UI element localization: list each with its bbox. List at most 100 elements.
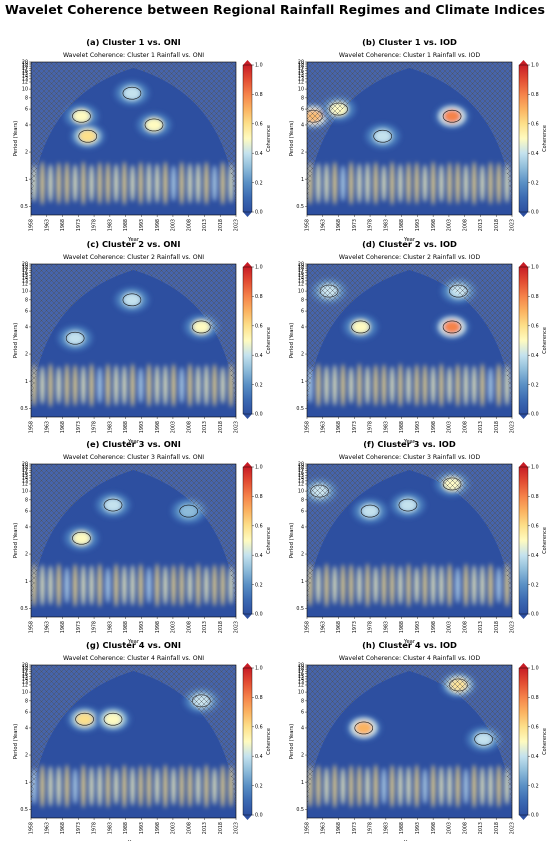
y-tick-label: 6 [301,710,304,716]
x-tick-label: 1998 [431,421,437,433]
coherence-streak [373,364,378,407]
y-tick-label: 16 [298,470,304,476]
coherence-streak [163,364,168,406]
coherence-streak [105,363,111,407]
x-tick-label: 1993 [415,219,421,231]
x-tick-label: 1973 [352,822,358,834]
x-tick-label: 1988 [123,421,129,433]
colorbar-extend-min [519,614,528,619]
coherence-streak [398,163,403,203]
colorbar-tick-label: 0.6 [255,122,263,128]
coherence-streak [179,765,184,808]
coherence-streak [40,161,45,206]
y-tick-label: 6 [301,107,304,113]
coherence-streak [81,764,86,809]
x-tick-label: 1968 [336,822,342,834]
coherence-streak [463,563,469,608]
y-tick-label: 0.5 [20,807,28,813]
coherence-streak [455,764,460,809]
y-axis-label: Period (Years) [13,523,19,559]
coherence-streak [204,161,209,206]
y-tick-label: 13 [22,76,28,82]
coherence-streak [455,363,460,407]
colorbar-extend-min [243,212,252,217]
y-tick-label: 6 [25,107,28,113]
coherence-streak [357,566,362,605]
coherence-streak [220,366,225,405]
colorbar-extend-min [519,414,528,419]
x-tick-label: 2008 [186,421,192,433]
x-tick-label: 1958 [29,421,35,433]
coherence-streak [40,564,45,607]
x-axis-label: Year [403,639,416,645]
coherence-streak [340,564,346,607]
x-tick-label: 1993 [139,621,145,633]
colorbar-tick-label: 0.6 [531,524,539,530]
coherence-streak [439,363,444,408]
coherence-streak [56,162,61,205]
x-tick-label: 1993 [415,822,421,834]
coherence-streak [113,163,119,203]
coherence-streak [439,765,444,807]
coherence-streak [430,365,436,405]
coherence-streak [439,565,444,606]
colorbar-tick-label: 0.8 [255,494,263,500]
x-tick-label: 2018 [218,219,224,231]
coherence-streak [406,766,411,807]
y-tick-label: 2 [301,552,304,558]
coherence-streak [130,564,135,606]
panel-title: (a) Cluster 1 vs. ONI [86,37,181,47]
y-tick-label: 20 [298,462,304,468]
x-tick-label: 2013 [202,219,208,231]
y-tick-label: 13 [298,679,304,685]
colorbar-tick-label: 0.0 [255,210,263,216]
x-tick-label: 2023 [234,621,240,633]
y-tick-label: 16 [298,68,304,74]
coherence-streak [195,365,201,406]
y-axis-label: Period (Years) [13,724,19,760]
colorbar-tick-label: 0.8 [531,92,539,98]
coherence-streak [97,366,102,404]
y-tick-label: 0.5 [296,606,304,612]
colorbar-label: Coherence [266,327,272,354]
y-tick-label: 20 [298,60,304,66]
colorbar-tick-label: 0.0 [531,612,539,618]
y-tick-label: 4 [301,123,304,129]
significance-contour [72,531,91,545]
coherence-streak [496,363,501,408]
x-tick-label: 1968 [336,421,342,433]
colorbar-label: Coherence [266,728,272,755]
y-tick-label: 8 [25,698,28,704]
coherence-region [399,498,417,512]
x-tick-label: 1963 [320,219,326,231]
cone-of-influence-shade [31,464,236,617]
coherence-streak [212,165,217,202]
x-tick-label: 1983 [383,822,389,834]
y-tick-label: 17 [22,468,28,474]
coherence-streak [146,363,152,408]
colorbar-tick-label: 0.8 [531,695,539,701]
coherence-field [307,665,512,818]
coherence-streak [187,765,193,808]
coherence-streak [373,161,378,205]
y-tick-label: 0.5 [296,204,304,210]
x-tick-label: 1983 [383,421,389,433]
x-tick-label: 1988 [399,822,405,834]
coherence-streak [171,564,176,607]
y-tick-label: 10 [22,690,28,696]
coherence-streak [89,565,94,606]
coherence-streak [324,563,329,608]
y-tick-label: 8 [25,497,28,503]
coherence-streak [122,764,127,809]
y-tick-label: 0.5 [296,406,304,412]
x-tick-label: 1963 [44,219,50,231]
colorbar-tick-label: 1.0 [255,265,263,271]
colorbar: 0.0 0.2 0.4 0.6 0.8 1.0 Coherence [518,262,548,419]
x-tick-label: 2018 [494,621,500,633]
y-tick-label: 19 [22,264,28,270]
coherence-streak [212,564,217,607]
coherence-streak [204,364,209,407]
y-tick-label: 2 [301,150,304,156]
y-tick-label: 1 [301,579,304,585]
y-tick-label: 18 [298,466,304,472]
